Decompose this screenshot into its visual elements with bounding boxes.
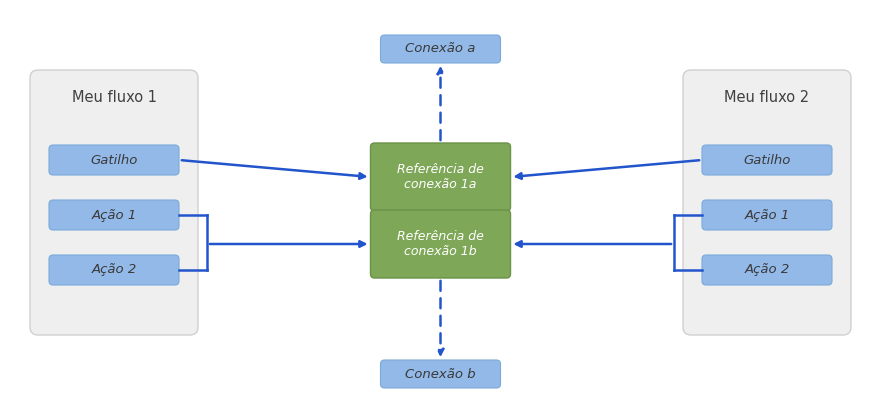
FancyBboxPatch shape: [683, 70, 851, 335]
Text: Meu fluxo 1: Meu fluxo 1: [71, 90, 157, 106]
Text: Referência de
conexão 1a: Referência de conexão 1a: [397, 163, 484, 191]
FancyBboxPatch shape: [702, 200, 832, 230]
FancyBboxPatch shape: [702, 145, 832, 175]
FancyBboxPatch shape: [381, 35, 500, 63]
Text: Ação 2: Ação 2: [92, 263, 137, 276]
FancyBboxPatch shape: [30, 70, 198, 335]
Text: Gatilho: Gatilho: [744, 153, 790, 166]
Text: Conexão b: Conexão b: [405, 368, 476, 380]
FancyBboxPatch shape: [49, 145, 179, 175]
FancyBboxPatch shape: [381, 360, 500, 388]
FancyBboxPatch shape: [371, 143, 510, 211]
FancyBboxPatch shape: [49, 255, 179, 285]
Text: Ação 1: Ação 1: [92, 209, 137, 222]
FancyBboxPatch shape: [49, 200, 179, 230]
Text: Gatilho: Gatilho: [91, 153, 137, 166]
Text: Ação 1: Ação 1: [744, 209, 789, 222]
Text: Referência de
conexão 1b: Referência de conexão 1b: [397, 230, 484, 258]
Text: Ação 2: Ação 2: [744, 263, 789, 276]
FancyBboxPatch shape: [371, 210, 510, 278]
Text: Meu fluxo 2: Meu fluxo 2: [724, 90, 810, 106]
FancyBboxPatch shape: [702, 255, 832, 285]
Text: Conexão a: Conexão a: [405, 43, 476, 56]
